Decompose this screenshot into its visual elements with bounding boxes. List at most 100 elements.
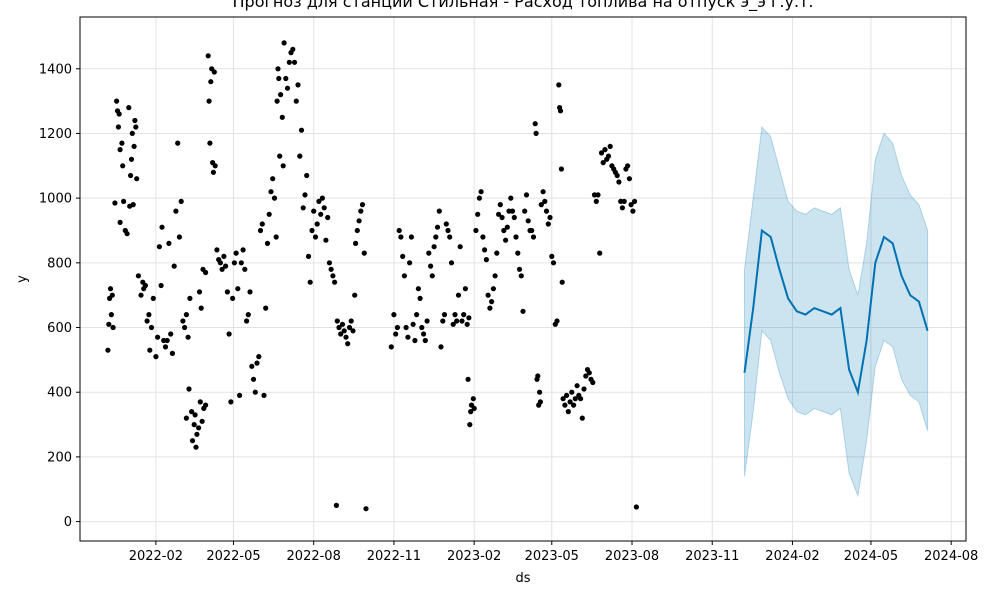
data-point	[391, 312, 397, 318]
data-point	[525, 218, 531, 224]
data-point	[134, 176, 140, 182]
data-point	[600, 160, 606, 166]
data-point	[261, 392, 267, 398]
actual-points	[105, 40, 640, 512]
data-point	[278, 92, 284, 98]
data-point	[619, 205, 626, 211]
data-point	[277, 153, 283, 159]
data-point	[223, 263, 229, 269]
data-point	[511, 214, 517, 221]
data-point	[333, 502, 339, 508]
data-point	[307, 279, 313, 285]
y-tick-label: 200	[47, 450, 72, 465]
data-point	[538, 202, 544, 208]
data-point	[496, 211, 502, 217]
data-point	[424, 318, 430, 324]
data-point	[388, 344, 394, 350]
data-point	[537, 389, 543, 395]
data-point	[556, 82, 562, 88]
data-point	[318, 211, 324, 217]
data-point	[345, 341, 351, 347]
data-point	[135, 273, 141, 279]
data-point	[226, 331, 232, 337]
data-point	[417, 295, 423, 301]
data-point	[346, 324, 353, 331]
data-point	[203, 269, 209, 276]
y-tick-label: 400	[47, 386, 72, 401]
x-tick-label: 2022-05	[206, 549, 260, 564]
data-point	[168, 331, 174, 337]
data-point	[186, 386, 192, 392]
data-point	[445, 227, 451, 234]
x-tick-label: 2023-08	[605, 549, 659, 564]
data-point	[353, 240, 359, 246]
data-point	[230, 295, 236, 301]
data-point	[231, 260, 237, 266]
data-point	[336, 324, 342, 331]
data-point	[532, 121, 538, 127]
data-point	[632, 198, 638, 204]
data-point	[433, 234, 439, 240]
data-point	[405, 334, 411, 340]
data-point	[358, 208, 364, 214]
data-point	[156, 244, 162, 250]
data-point	[325, 214, 331, 221]
data-point	[270, 176, 276, 182]
data-point	[185, 334, 191, 340]
data-point	[304, 172, 310, 179]
data-point	[129, 130, 135, 136]
data-point	[410, 321, 416, 327]
data-point	[286, 59, 292, 65]
data-point	[530, 234, 537, 240]
data-point	[482, 247, 488, 253]
data-point	[523, 192, 530, 198]
data-point	[452, 312, 458, 318]
data-point	[263, 305, 269, 311]
data-point	[400, 253, 406, 259]
data-point	[108, 312, 114, 318]
data-point	[557, 108, 564, 114]
data-point	[211, 69, 217, 75]
data-point	[490, 286, 496, 292]
data-point	[264, 240, 271, 246]
data-point	[193, 444, 199, 450]
data-point	[197, 399, 203, 405]
x-tick-label: 2024-08	[924, 549, 978, 564]
data-point	[199, 418, 205, 424]
data-point	[547, 214, 553, 221]
data-point	[309, 227, 315, 234]
data-point	[242, 266, 248, 272]
data-point	[312, 234, 319, 240]
y-tick-label: 0	[64, 515, 72, 530]
x-tick-label: 2022-11	[367, 549, 421, 564]
data-point	[189, 438, 196, 444]
data-point	[633, 504, 640, 510]
data-point	[323, 237, 329, 243]
data-point	[219, 266, 225, 272]
data-point	[352, 292, 358, 298]
data-point	[431, 244, 437, 250]
data-point	[142, 282, 148, 289]
data-point	[233, 250, 239, 256]
data-point	[393, 331, 399, 337]
data-point	[396, 227, 402, 234]
x-axis-ticks: 2022-02 2022-05 2022-08 2022-11 2023-02 2023-…	[129, 541, 978, 564]
data-point	[107, 286, 114, 292]
data-point	[447, 234, 453, 240]
data-point	[180, 318, 186, 324]
data-point	[221, 253, 227, 259]
data-point	[250, 376, 257, 382]
data-point	[441, 312, 448, 318]
data-point	[321, 205, 327, 211]
data-point	[150, 295, 156, 301]
data-point	[155, 334, 161, 340]
chart-title: Прогноз для станции Стильная - Расход то…	[233, 0, 814, 12]
data-point	[593, 198, 599, 204]
data-point	[198, 305, 204, 311]
data-point	[146, 312, 152, 318]
data-point	[448, 260, 455, 266]
data-point	[206, 98, 212, 104]
data-point	[468, 409, 474, 415]
data-point	[440, 318, 446, 324]
